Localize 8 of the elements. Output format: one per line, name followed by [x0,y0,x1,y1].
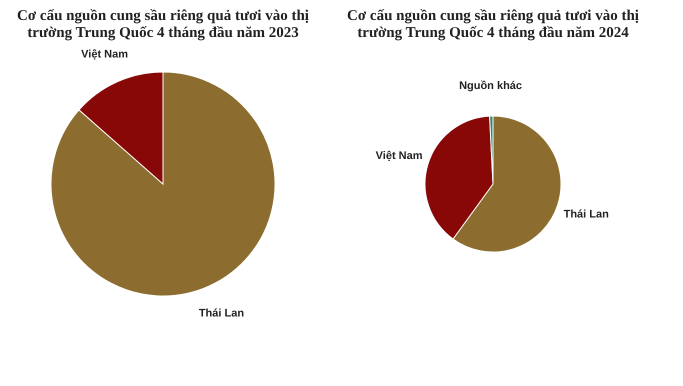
slice-label: Thái Lan [198,307,244,320]
pie-slice [50,72,276,296]
chart-title: Cơ cấu nguồn cung sầu riêng quả tươi vào thị trường Trung Quốc 4 tháng đầu năm 2024 [347,8,639,41]
chart-title: Cơ cấu nguồn cung sầu riêng quả tươi vào thị trường Trung Quốc 4 tháng đầu năm 2023 [17,8,309,41]
slice-label: Nguồn khác [459,80,522,92]
slice-label: Việt Nam [81,48,128,61]
slice-label: Thái Lan [564,208,610,220]
slice-label: Việt Nam [376,150,423,162]
